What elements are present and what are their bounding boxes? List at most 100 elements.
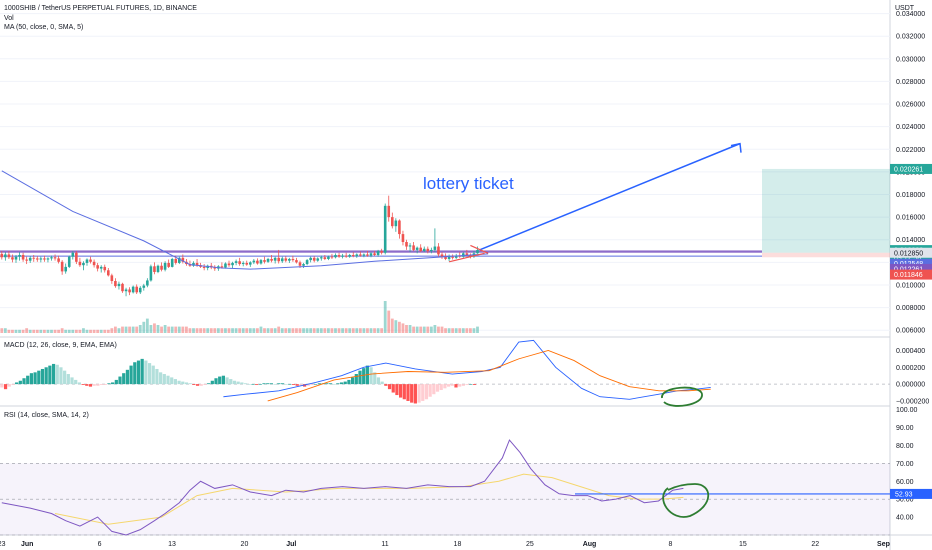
candle-body (351, 255, 355, 257)
price-tag (890, 247, 932, 258)
volume-bar (309, 328, 313, 333)
macd-histogram-bar (454, 384, 458, 388)
macd-histogram-bar (162, 374, 166, 385)
candle-body (273, 257, 277, 261)
volume-bar (14, 329, 18, 333)
trendline-red (448, 252, 485, 263)
candle-body (359, 254, 362, 256)
volume-bar (131, 326, 135, 333)
candle-body (405, 242, 408, 247)
candle-body (302, 264, 305, 266)
candle-body (295, 260, 298, 263)
candle-body (167, 262, 170, 267)
candle-body (124, 289, 128, 292)
macd-histogram-bar (29, 373, 34, 385)
macd-histogram-bar (155, 368, 159, 385)
macd-histogram-bar (74, 379, 78, 385)
macd-histogram-bar (11, 384, 15, 385)
candle-body (280, 258, 284, 262)
volume-bar (220, 328, 224, 333)
macd-histogram-bar (92, 384, 96, 386)
candle-body (316, 258, 320, 261)
candle-body (426, 248, 430, 252)
macd-histogram-bar (424, 384, 429, 400)
candle-body (103, 266, 107, 271)
price-tag (890, 263, 932, 274)
volume-bar (209, 328, 213, 333)
candle-body (32, 257, 36, 259)
volume-bar (188, 328, 192, 333)
macd-histogram-bar (37, 370, 41, 385)
volume-bar (390, 318, 394, 333)
macd-tick-label: 0.000000 (896, 382, 925, 389)
candle-body (334, 255, 337, 258)
volume-bar (380, 328, 384, 333)
candle-body (14, 256, 18, 260)
candle-body (146, 280, 149, 286)
macd-histogram-bar (88, 384, 93, 387)
candle-body (7, 254, 11, 258)
macd-histogram-bar (472, 384, 477, 385)
macd-histogram-bar (70, 377, 74, 385)
volume-bar (451, 328, 455, 333)
macd-histogram-bar (306, 384, 310, 386)
candlesticks (0, 195, 479, 297)
volume-bar (121, 326, 124, 333)
macd-line (223, 339, 711, 400)
candle-body (213, 267, 217, 269)
volume-bar (0, 328, 4, 333)
volume-bar (295, 328, 298, 333)
volume-bar (312, 328, 316, 333)
candle-body (465, 253, 469, 256)
macd-histogram-bar (225, 377, 229, 385)
candle-body (376, 251, 380, 256)
candle-body (433, 246, 437, 250)
macd-histogram-bar (170, 377, 174, 385)
candle-body (92, 261, 96, 266)
volume-bar (344, 328, 348, 333)
candle-body (110, 275, 114, 282)
volume-bar (476, 326, 479, 333)
volume-bar (238, 328, 242, 333)
candle-body (67, 256, 71, 267)
volume-bar (3, 328, 7, 333)
volume-bar (302, 328, 305, 333)
price-tick-label: 0.028000 (896, 79, 925, 86)
time-tick-label: 8 (669, 541, 673, 548)
macd-histogram-bar (0, 384, 4, 388)
candle-body (444, 256, 447, 259)
candle-body (394, 220, 398, 227)
candle-body (369, 253, 373, 256)
candle-body (412, 245, 415, 250)
volume-bar (362, 328, 366, 333)
macd-histogram-bar (443, 384, 447, 389)
volume-bar (408, 325, 412, 333)
volume-bar (11, 329, 14, 333)
price-tag-text: 09:12:58 (894, 255, 921, 262)
volume-bar (57, 329, 60, 333)
price-tick-label: 0.016000 (896, 215, 925, 222)
candle-body (277, 257, 280, 262)
volume-bar (195, 328, 199, 333)
volume-bar (394, 320, 398, 333)
macd-histogram-bar (354, 374, 358, 385)
time-tick-label: 11 (381, 541, 388, 548)
time-axis[interactable]: 23 Jun 6 13 20 Jul 11 18 25 Aug 8 15 22 Sep (0, 541, 890, 548)
volume-bar (78, 329, 82, 333)
volume-bar (472, 328, 476, 333)
time-tick-label: 23 (0, 541, 6, 548)
candle-body (380, 251, 383, 253)
candle-body (383, 205, 387, 253)
volume-bar (163, 325, 167, 333)
volume-bar (291, 328, 295, 333)
volume-bar (454, 328, 458, 333)
volume-bar (128, 326, 131, 333)
macd-histogram-bar (103, 384, 107, 385)
volume-bar (433, 325, 437, 333)
volume-bar (64, 329, 68, 333)
volume-bar (415, 326, 419, 333)
candle-body (53, 257, 57, 259)
candle-body (288, 258, 291, 261)
volume-bar (366, 328, 369, 333)
